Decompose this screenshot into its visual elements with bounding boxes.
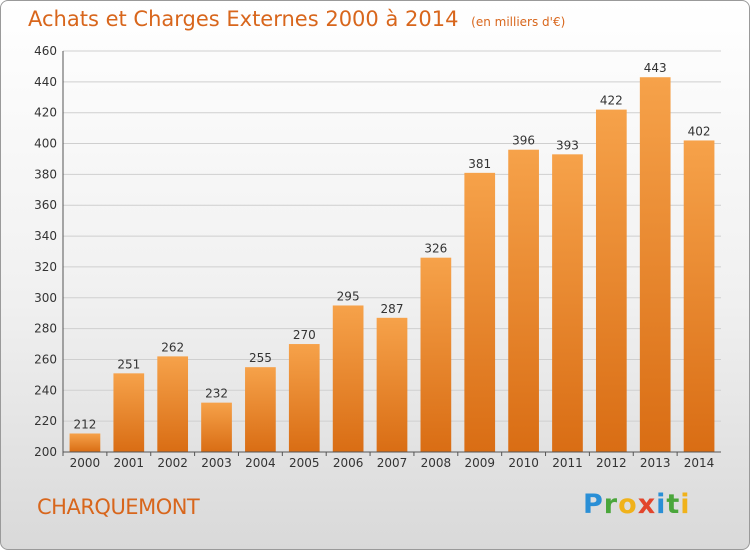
data-label-2011: 393 (556, 138, 579, 152)
bar-2011 (552, 154, 583, 453)
y-axis-ticks: 200 220 240 260 280 300 320 340 360 380 400 420 440 4… (34, 44, 57, 459)
bar-2008 (420, 257, 452, 452)
bar-2003 (201, 402, 232, 452)
x-tick-label: 2000 (70, 456, 101, 470)
bar-2007 (376, 317, 408, 452)
x-tick-label: 2006 (333, 456, 364, 470)
data-label-2005: 270 (293, 328, 316, 342)
location-name: CHARQUEMONT (37, 495, 200, 519)
y-tick-label: 380 (34, 167, 57, 181)
y-tick-label: 320 (34, 260, 57, 274)
x-tick-label: 2004 (245, 456, 276, 470)
data-labels: 212 251 262 232 255 270 295 287 326 381 396 393 422 4… (73, 61, 710, 431)
x-axis-ticks: 2000 2001 2002 2003 2004 2005 2006 2007 2008 2009… (62, 452, 715, 470)
bar-2001 (113, 373, 145, 452)
x-tick-label: 2011 (552, 456, 583, 470)
x-tick-label: 2012 (596, 456, 627, 470)
x-tick-label: 2014 (684, 456, 715, 470)
data-label-2002: 262 (161, 340, 184, 354)
x-tick-label: 2001 (114, 456, 145, 470)
bar-2009 (464, 172, 496, 453)
chart-title: Achats et Charges Externes 2000 à 2014 (… (28, 7, 565, 31)
x-tick-label: 2010 (508, 456, 539, 470)
proxiti-logo: Proxiti (583, 489, 691, 520)
chart-title-text: Achats et Charges Externes 2000 à 2014 (28, 7, 459, 31)
bar-2012 (595, 109, 627, 452)
y-tick-label: 260 (34, 352, 57, 366)
x-tick-label: 2003 (201, 456, 232, 470)
y-tick-label: 220 (34, 414, 57, 428)
bar-2006 (332, 305, 364, 452)
bar-2004 (245, 367, 276, 452)
data-label-2007: 287 (381, 302, 404, 316)
bar-2014 (683, 140, 715, 452)
bar-2002 (157, 356, 189, 452)
data-label-2012: 422 (600, 94, 623, 108)
x-tick-label: 2007 (377, 456, 408, 470)
y-tick-label: 420 (34, 106, 57, 120)
data-label-2013: 443 (644, 61, 667, 75)
data-label-2006: 295 (337, 289, 360, 303)
y-tick-label: 440 (34, 75, 57, 89)
data-label-2004: 255 (249, 351, 272, 365)
data-label-2001: 251 (117, 357, 140, 371)
data-label-2000: 212 (73, 417, 96, 431)
bar-2010 (508, 149, 539, 452)
axes (62, 51, 721, 453)
chart-unit: (en milliers d'€) (471, 15, 566, 29)
y-tick-label: 300 (34, 291, 57, 305)
y-tick-label: 280 (34, 322, 57, 336)
x-tick-label: 2008 (421, 456, 452, 470)
y-tick-label: 360 (34, 198, 57, 212)
x-tick-label: 2002 (157, 456, 188, 470)
x-tick-label: 2005 (289, 456, 320, 470)
data-label-2008: 326 (424, 242, 447, 256)
x-tick-label: 2013 (640, 456, 671, 470)
data-label-2009: 381 (468, 157, 491, 171)
bar-2005 (288, 344, 320, 452)
y-tick-label: 460 (34, 44, 57, 58)
data-label-2014: 402 (688, 124, 711, 138)
y-tick-label: 400 (34, 137, 57, 151)
bar-2000 (69, 433, 101, 452)
x-tick-label: 2009 (464, 456, 495, 470)
bar-2013 (639, 77, 671, 452)
bars (69, 77, 715, 453)
data-label-2003: 232 (205, 387, 228, 401)
y-tick-label: 200 (34, 445, 57, 459)
data-label-2010: 396 (512, 134, 535, 148)
y-tick-label: 340 (34, 229, 57, 243)
y-tick-label: 240 (34, 383, 57, 397)
